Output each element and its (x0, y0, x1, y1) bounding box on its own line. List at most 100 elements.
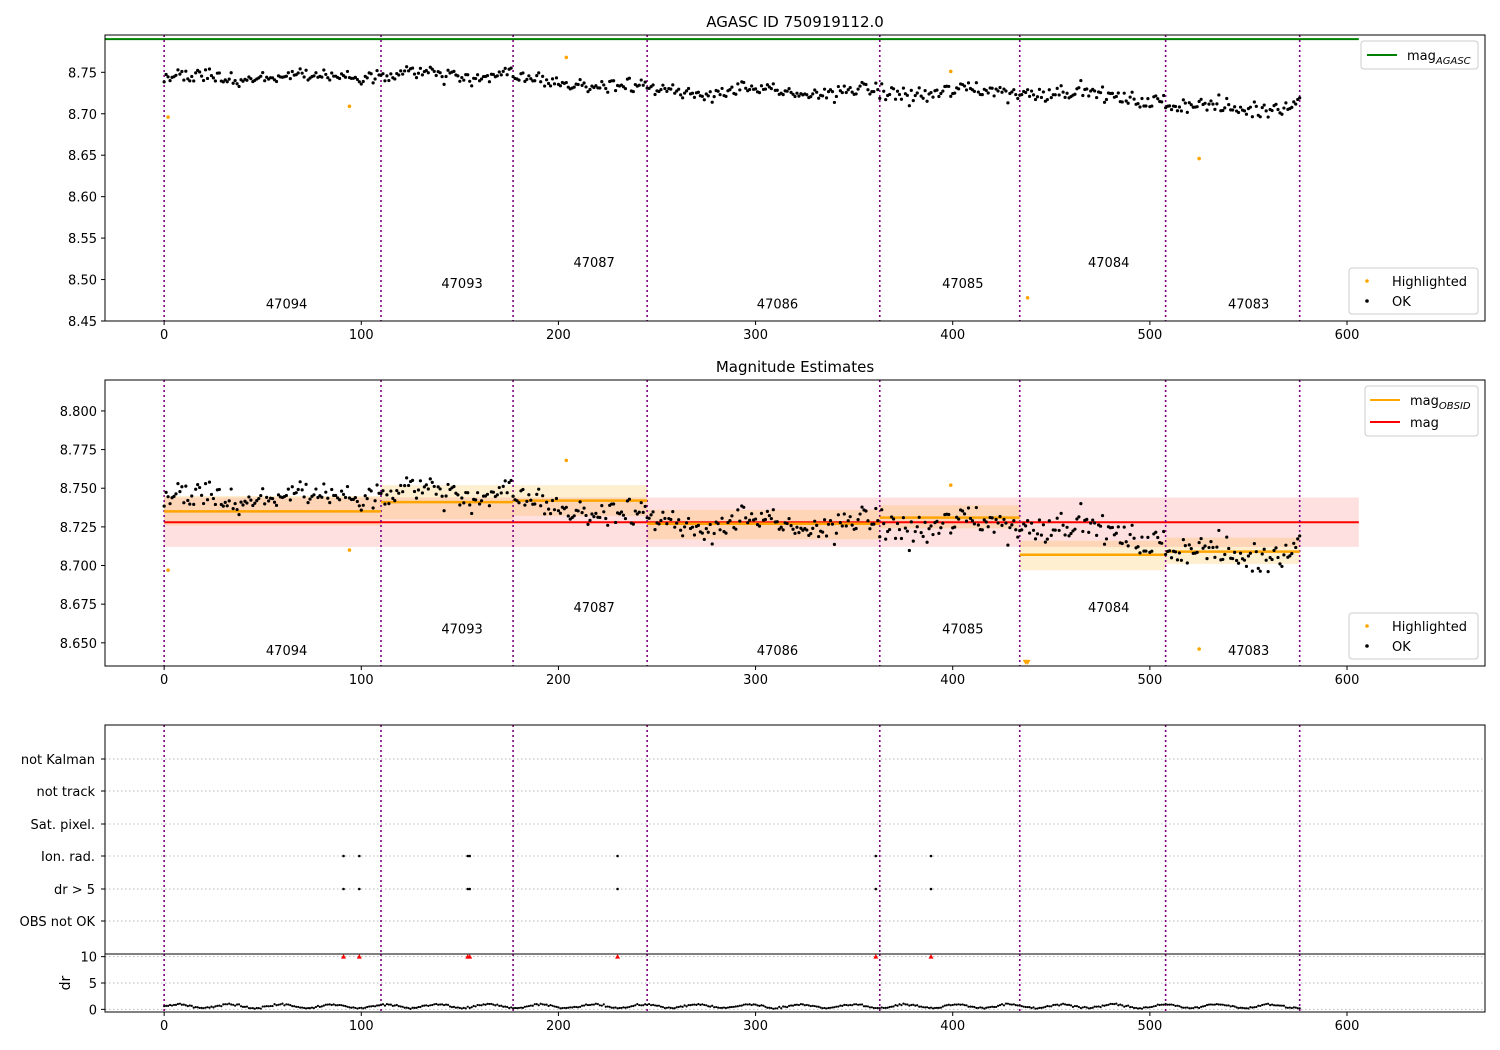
ok-point (1130, 523, 1134, 527)
flag-point (929, 854, 933, 858)
panel2-x-tick-label: 500 (1137, 673, 1162, 688)
dr-point (742, 1003, 745, 1006)
ok-point (957, 517, 961, 521)
dr-point (1174, 1004, 1177, 1008)
dr-point (1083, 1005, 1086, 1009)
ok-point (320, 495, 324, 499)
ok-point (836, 84, 840, 89)
dr-point (931, 1007, 935, 1010)
dr-point (1215, 1002, 1218, 1006)
ok-point (1231, 556, 1235, 561)
ok-point (858, 512, 862, 516)
ok-point (960, 509, 965, 513)
ok-point (805, 528, 809, 532)
dr-point (1040, 1006, 1043, 1009)
ok-point (217, 71, 221, 75)
dr-point (401, 1005, 404, 1008)
flag-category-label: Ion. rad. (41, 850, 95, 865)
dr-point (813, 1004, 816, 1008)
ok-point (710, 542, 714, 546)
dr-point (860, 1003, 864, 1006)
dr-point (996, 1004, 1000, 1007)
flag-point (874, 854, 878, 858)
dr-point (370, 1005, 373, 1008)
ok-point (241, 503, 245, 507)
ok-point (880, 508, 884, 512)
dr-point (659, 1005, 663, 1008)
obsid-label: 47085 (942, 623, 983, 638)
ok-point (651, 83, 655, 87)
dr-point (730, 1005, 734, 1009)
dr-point (289, 1003, 292, 1007)
ok-point (399, 483, 403, 488)
dr-point (419, 1005, 422, 1009)
ok-point (736, 82, 740, 86)
ok-point (700, 94, 704, 98)
ok-point (750, 512, 754, 516)
ok-point (326, 76, 330, 80)
ok-point (468, 79, 472, 83)
ok-point (578, 78, 582, 82)
dr-point (961, 1003, 964, 1006)
ok-point (381, 489, 385, 493)
ok-point (1183, 544, 1187, 548)
dr-point (559, 1007, 562, 1010)
dr-point (673, 1007, 676, 1010)
dr-point (935, 1006, 939, 1009)
dr-point (482, 1003, 485, 1006)
ok-point (196, 483, 200, 487)
ok-point (345, 484, 350, 489)
dr-point (1162, 1003, 1165, 1006)
panel1-y-tick-label: 8.50 (68, 274, 97, 289)
ok-point (1006, 101, 1010, 105)
ok-point (188, 502, 192, 506)
dr-point (965, 1004, 968, 1007)
ok-point (586, 90, 590, 94)
dr-point (184, 1004, 187, 1007)
ok-point (882, 522, 886, 526)
dr-point (1000, 1003, 1004, 1006)
ok-point (1057, 93, 1061, 97)
dr-point (1292, 1006, 1295, 1009)
ok-point (1095, 95, 1099, 100)
panel1-x-tick-label: 0 (160, 328, 168, 343)
dr-ylabel: dr (58, 975, 74, 990)
panel2-x-tick-label: 200 (546, 673, 571, 688)
ok-point (1041, 523, 1045, 527)
dr-point (521, 1006, 525, 1009)
panel1-y-tick-label: 8.60 (68, 191, 97, 206)
ok-point (588, 518, 592, 522)
dr-point (314, 1005, 318, 1009)
dr-point (1203, 1004, 1207, 1008)
ok-point (643, 80, 647, 84)
ok-point (990, 516, 994, 520)
ok-point (548, 84, 553, 88)
dr-point (817, 1005, 820, 1008)
dr-point (515, 1006, 519, 1010)
ok-point (915, 91, 919, 95)
ok-point (1173, 550, 1178, 554)
dr-point (630, 1005, 633, 1008)
ok-point (328, 78, 332, 82)
ok-point (499, 491, 503, 495)
ok-point (1298, 96, 1302, 100)
dr-point (218, 1004, 221, 1007)
ok-point (716, 89, 720, 93)
dr-point (362, 1007, 365, 1010)
ok-point (913, 529, 917, 534)
ok-point (211, 76, 216, 80)
dr-point (1134, 1006, 1138, 1010)
dr-point (454, 1006, 458, 1009)
ok-point (976, 523, 980, 527)
ok-point (759, 511, 764, 515)
ok-point (990, 86, 994, 90)
ok-point (265, 495, 269, 499)
dr-point (1219, 1003, 1222, 1006)
dr-point (563, 1006, 566, 1010)
dr-point (1249, 1006, 1252, 1009)
ok-point (363, 494, 367, 498)
dr-point (732, 1005, 735, 1008)
ok-point (239, 500, 243, 504)
dr-point (847, 1004, 850, 1007)
